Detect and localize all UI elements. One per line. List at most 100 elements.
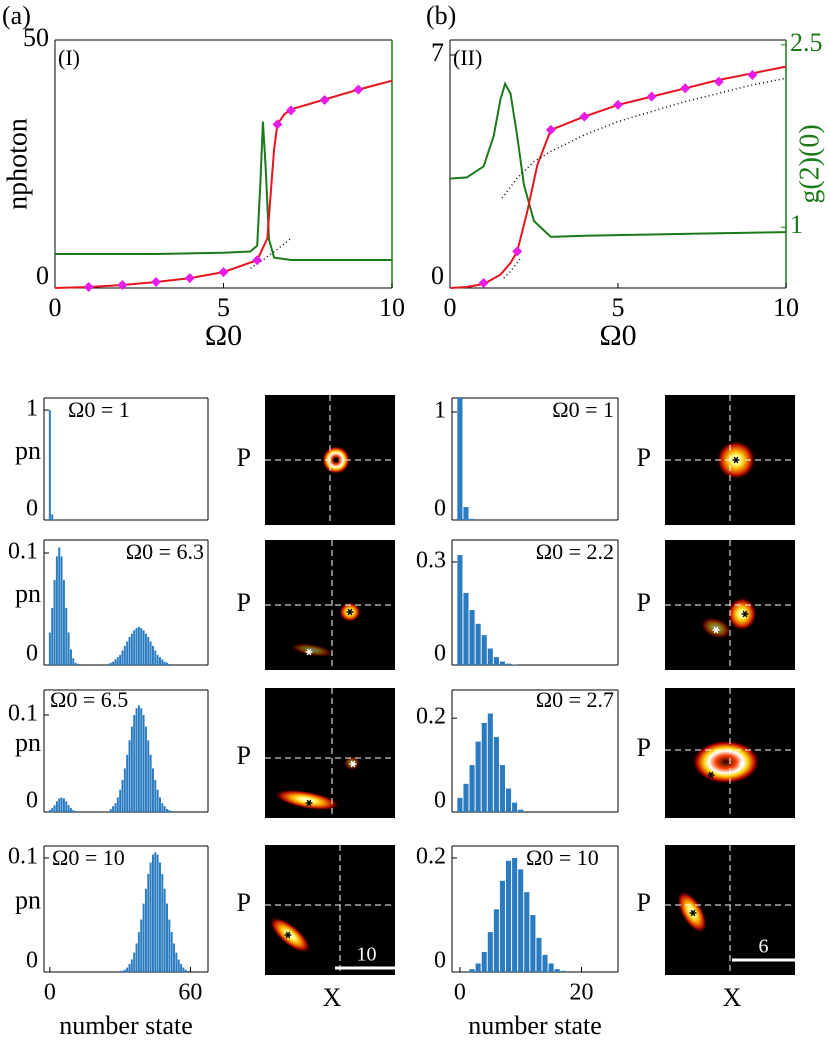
diamond-marker — [151, 277, 162, 288]
diamond-marker — [646, 91, 657, 102]
x-tick-label: 10 — [773, 293, 799, 322]
scale-bar-label: 6 — [759, 936, 769, 958]
y-axis-label: pn — [15, 886, 41, 915]
diamond-marker — [184, 273, 195, 284]
bar — [60, 556, 63, 665]
bar — [62, 579, 65, 665]
bar — [524, 892, 530, 972]
panel-label: (b) — [426, 1, 456, 30]
line-series — [55, 121, 392, 261]
bar — [166, 903, 168, 972]
bar — [180, 964, 183, 972]
x-axis-label: number state — [468, 1011, 602, 1040]
bar — [548, 963, 554, 972]
diamond-marker — [680, 83, 691, 94]
bar — [72, 810, 75, 812]
bar — [469, 969, 475, 972]
bar — [53, 805, 56, 812]
star-marker — [742, 610, 748, 618]
bar — [135, 628, 138, 665]
x-axis-label: Ω0 — [599, 319, 636, 352]
y-axis-label: pn — [15, 436, 41, 465]
bar — [133, 630, 136, 665]
bar — [119, 654, 122, 665]
line-series — [449, 65, 787, 289]
bar — [158, 862, 161, 972]
p-axis-label: P — [237, 741, 251, 770]
y-axis-label: nphoton — [2, 118, 33, 210]
diamond-marker — [218, 267, 229, 278]
bar — [74, 811, 77, 812]
bar — [144, 888, 147, 972]
bar — [177, 959, 180, 972]
bar — [469, 610, 475, 665]
wigner-blob — [273, 789, 341, 811]
p-axis-label: P — [237, 888, 251, 917]
p-axis-label: P — [637, 733, 651, 762]
bar — [158, 797, 161, 812]
p-axis-label: P — [637, 588, 651, 617]
diamond-marker — [747, 69, 758, 80]
bar — [53, 579, 56, 665]
bar — [116, 797, 119, 812]
bar — [112, 661, 115, 665]
bar — [161, 803, 164, 812]
bar — [133, 952, 136, 972]
bar — [481, 952, 487, 972]
bar — [149, 641, 152, 665]
bar — [154, 779, 157, 812]
star-marker — [306, 799, 312, 807]
bar — [154, 650, 157, 665]
y-tick-label: 1 — [26, 396, 38, 422]
y-tick-label: 0 — [434, 641, 446, 667]
bar — [163, 661, 166, 665]
bar — [48, 632, 51, 665]
bar — [126, 641, 129, 665]
bar — [119, 970, 122, 972]
y-tick-label: 0.1 — [8, 701, 38, 727]
bar — [151, 645, 154, 665]
bar — [147, 636, 150, 665]
phase-space-panel — [265, 845, 398, 975]
x-axis-label: X — [723, 983, 742, 1012]
bar — [156, 654, 159, 665]
bar — [168, 663, 171, 665]
bar — [128, 740, 131, 812]
bar — [142, 903, 145, 972]
y2-tick-label: 1 — [790, 210, 803, 239]
bar — [493, 736, 499, 812]
bar — [505, 663, 512, 665]
bar — [123, 969, 126, 972]
x-tick-label: 0 — [454, 980, 466, 1006]
bar — [173, 943, 176, 972]
phase-space-panel — [265, 688, 395, 818]
bar — [518, 809, 524, 812]
bar — [126, 754, 129, 812]
bar — [560, 970, 566, 972]
y-tick-label: 0 — [434, 788, 446, 814]
x-axis-label: number state — [59, 1011, 193, 1040]
bar — [69, 808, 72, 812]
bar — [149, 862, 152, 972]
bar — [147, 740, 150, 812]
bar — [62, 798, 65, 812]
y-tick-label: 0 — [26, 788, 38, 814]
bar — [51, 607, 54, 665]
bar — [137, 932, 140, 972]
bar — [170, 932, 173, 972]
panel-label: (a) — [2, 1, 31, 30]
annotation: Ω0 = 10 — [52, 845, 125, 870]
bar — [512, 802, 518, 812]
diamond-marker — [613, 99, 623, 110]
bar — [74, 662, 77, 665]
bar — [156, 789, 159, 812]
bar — [170, 811, 173, 812]
phase-space-panel — [665, 688, 795, 818]
bar — [140, 919, 143, 972]
bar — [487, 648, 493, 665]
bar — [140, 628, 143, 665]
diamond-marker — [83, 282, 94, 293]
bar — [481, 635, 487, 665]
bar — [48, 410, 51, 520]
